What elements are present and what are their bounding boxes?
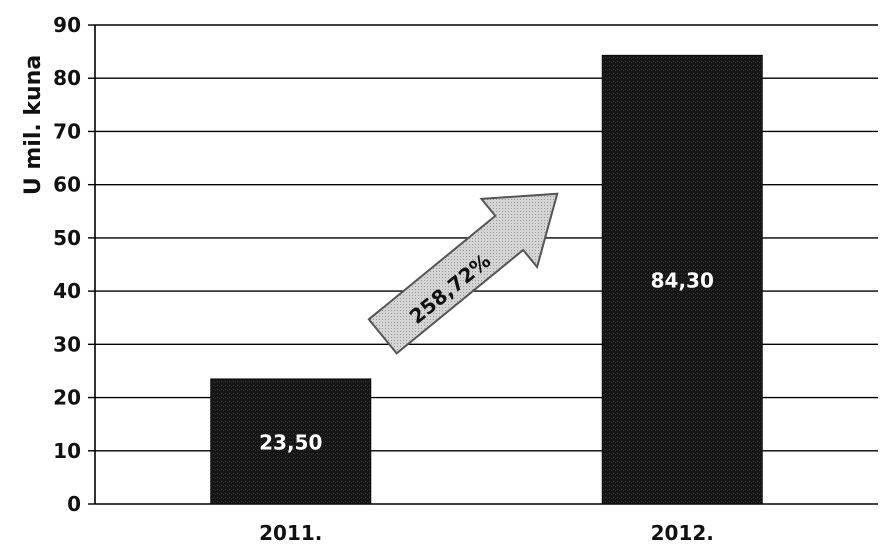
y-tick-label: 50 [53, 226, 81, 250]
y-tick-label: 80 [53, 66, 81, 90]
y-tick-label: 60 [53, 173, 81, 197]
growth-arrow-icon [367, 192, 559, 355]
y-tick-label: 10 [53, 439, 81, 463]
y-axis-title: U mil. kuna [21, 55, 46, 195]
bar [601, 54, 763, 505]
y-tick-label: 30 [53, 332, 81, 356]
bars: 23,50 84,30 [210, 54, 763, 505]
bar-value-label: 84,30 [651, 269, 714, 293]
y-axis: 0 10 20 30 40 50 60 70 80 90 [53, 13, 96, 516]
growth-arrow-annotation: 258,72% [367, 192, 559, 355]
x-category-label: 2011. [259, 521, 322, 545]
y-tick-label: 20 [53, 386, 81, 410]
y-tick-label: 40 [53, 279, 81, 303]
x-axis-labels: 2011. 2012. [259, 521, 714, 545]
y-tick-label: 70 [53, 119, 81, 143]
bar [210, 378, 372, 505]
x-category-label: 2012. [651, 521, 714, 545]
y-tick-label: 0 [67, 492, 81, 516]
y-tick-label: 90 [53, 13, 81, 37]
bar-value-label: 23,50 [259, 430, 322, 454]
